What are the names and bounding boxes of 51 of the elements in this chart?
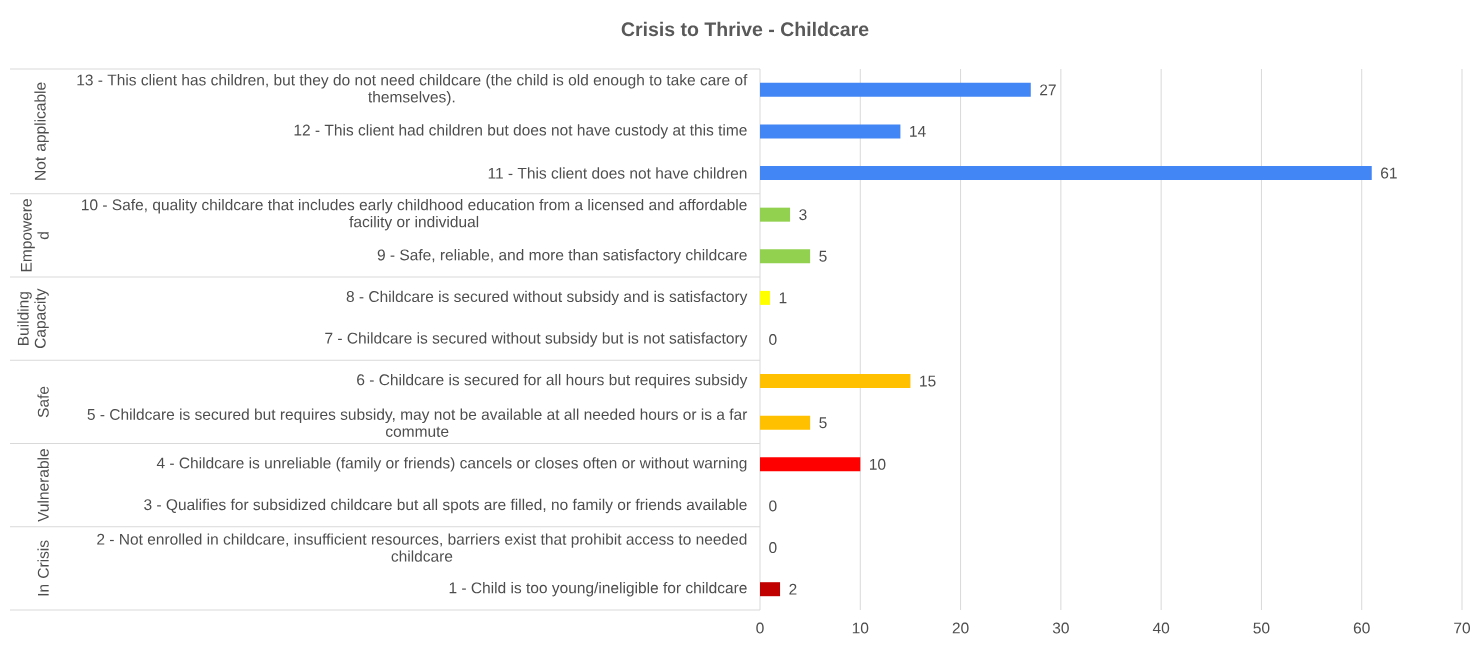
chart-title: Crisis to Thrive - Childcare: [621, 21, 869, 37]
bar: [760, 290, 771, 305]
data-label: 0: [769, 500, 777, 512]
y-tick-label: 3 - Qualifies for subsidized childcare but all spots are filled, no family or friends available: [144, 498, 747, 514]
data-label: 10: [869, 458, 886, 470]
x-tick-label: 50: [1253, 622, 1270, 634]
y-tick-label: 6 - Childcare is secured for all hours but requires subsidy: [357, 373, 748, 389]
bar: [760, 249, 811, 264]
text: Not applicable: [34, 82, 49, 180]
data-label: 3: [799, 209, 807, 221]
text: Empowere d: [20, 199, 49, 272]
data-label: 1: [779, 292, 787, 304]
x-tick-label: 70: [1454, 622, 1471, 634]
data-label: 61: [1381, 167, 1397, 179]
text: In Crisis: [37, 540, 49, 596]
bar: [760, 415, 811, 430]
text: Safe: [37, 386, 49, 418]
y-tick-label: 1 - Child is too young/ineligible for childcare: [449, 581, 747, 597]
data-label: 15: [920, 375, 936, 387]
data-label: 5: [819, 417, 827, 429]
data-label: 0: [769, 334, 777, 345]
y-tick-label: 13 - This client has children, but they do not need childcare (the child is old enough to take care of themselves).: [77, 74, 748, 106]
y-tick-label: 10 - Safe, quality childcare that includes early childhood education from a licensed and affordable facility or individual: [82, 198, 747, 231]
y-tick-label: 4 - Childcare is unreliable (family or friends) cancels or closes often or without warning: [156, 457, 747, 472]
y-tick-label: 5 - Childcare is secured but requires subsidy, may not be available at all needed hours or is a far commute: [87, 408, 748, 437]
bar: [760, 124, 901, 139]
y-tick-label: 12 - This client had children but does not have custody at this time: [294, 124, 747, 139]
x-tick-label: 10: [852, 622, 869, 634]
bar: [760, 374, 911, 389]
text: Vulnerable: [37, 449, 49, 522]
x-tick-label: 60: [1353, 622, 1370, 634]
y-tick-label: 2 - Not enrolled in childcare, insufficient resources, barriers exist that prohibit access to needed childcare: [97, 533, 747, 562]
data-label: 5: [819, 250, 827, 262]
data-label: 0: [769, 542, 777, 554]
data-label: 27: [1040, 84, 1056, 96]
x-tick-label: 30: [1052, 622, 1069, 634]
y-tick-label: 8 - Childcare is secured without subsidy and is satisfactory: [346, 290, 748, 306]
x-tick-label: 0: [756, 622, 764, 634]
x-tick-label: 40: [1152, 622, 1170, 634]
text: Building Capacity: [17, 288, 49, 349]
bar: [760, 457, 861, 472]
bar: [760, 582, 781, 597]
data-label: 14: [910, 126, 926, 137]
bar: [760, 166, 1372, 181]
y-tick-label: 9 - Safe, reliable, and more than satisfactory childcare: [377, 249, 747, 264]
y-tick-label: 11 - This client does not have children: [488, 167, 747, 179]
data-label: 2: [789, 583, 797, 595]
x-tick-label: 20: [952, 622, 969, 634]
y-tick-label: 7 - Childcare is secured without subsidy but is not satisfactory: [325, 332, 748, 347]
bar: [760, 82, 1031, 97]
bar: [760, 207, 791, 222]
